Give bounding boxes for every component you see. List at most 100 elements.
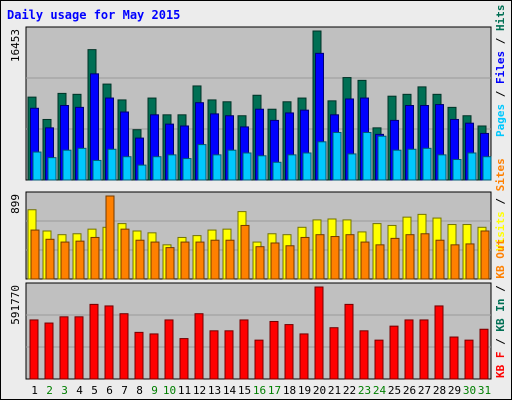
bar-pages-day-1: [32, 151, 42, 181]
bar-kbf-day-26: [404, 319, 414, 380]
ymax-label-kb: 591770: [9, 285, 22, 325]
bar-sites-day-30: [465, 243, 475, 280]
bar-sites-day-18: [285, 245, 295, 280]
bar-kbf-day-20: [314, 286, 324, 380]
bar-kbf-day-16: [254, 339, 264, 380]
bar-sites-day-17: [270, 242, 280, 280]
bar-sites-day-23: [360, 241, 370, 280]
bar-sites-day-10: [165, 247, 175, 280]
x-tick-label: 7: [121, 384, 128, 397]
bar-sites-day-12: [195, 241, 205, 280]
bar-kbf-day-27: [419, 319, 429, 380]
x-tick-label: 12: [193, 384, 206, 397]
bar-kbf-day-19: [299, 333, 309, 380]
x-tick-label: 13: [208, 384, 221, 397]
bar-pages-day-7: [122, 156, 132, 181]
legend-separator: /: [494, 279, 507, 299]
bar-kbf-day-12: [194, 313, 204, 380]
bar-kbf-day-7: [119, 313, 129, 380]
bar-sites-day-31: [480, 230, 490, 280]
bar-kbf-day-13: [209, 330, 219, 380]
x-tick-label: 18: [283, 384, 296, 397]
ymax-label-visits: 899: [9, 194, 22, 214]
bar-kbf-day-8: [134, 331, 144, 380]
bar-kbf-day-1: [29, 319, 39, 380]
legend-top: Pages / Files / Hits: [494, 5, 507, 138]
bar-sites-day-9: [150, 241, 160, 280]
bar-sites-day-6: [105, 195, 115, 280]
bar-sites-day-2: [45, 238, 55, 280]
bar-pages-day-29: [452, 159, 462, 181]
x-tick-label: 1: [31, 384, 38, 397]
bar-kbf-day-25: [389, 325, 399, 380]
bar-pages-day-26: [407, 148, 417, 181]
bar-pages-day-21: [332, 132, 342, 181]
legend-entry-hits: Hits: [494, 5, 507, 32]
legend-entry-kb-f: KB F: [494, 352, 507, 379]
x-tick-label: 6: [106, 384, 113, 397]
bar-kbf-day-4: [74, 316, 84, 380]
bar-sites-day-19: [300, 236, 310, 280]
bar-sites-day-7: [120, 228, 130, 280]
bar-kbf-day-22: [344, 303, 354, 380]
bar-sites-day-1: [30, 229, 40, 280]
bar-sites-day-4: [75, 240, 85, 280]
bar-sites-day-26: [405, 234, 415, 280]
bar-pages-day-27: [422, 147, 432, 181]
x-tick-label: 24: [373, 384, 387, 397]
bar-pages-day-9: [152, 156, 162, 181]
bar-sites-day-29: [450, 244, 460, 280]
bar-sites-day-21: [330, 236, 340, 280]
legend-entry-pages: Pages: [494, 104, 507, 137]
bar-kbf-day-15: [239, 319, 249, 380]
bar-sites-day-13: [210, 239, 220, 280]
bar-kbf-day-17: [269, 320, 279, 380]
bar-sites-day-20: [315, 234, 325, 280]
bar-sites-day-25: [390, 237, 400, 280]
x-tick-label: 3: [61, 384, 68, 397]
bar-pages-day-10: [167, 154, 177, 181]
bar-pages-day-16: [257, 155, 267, 181]
bar-sites-day-24: [375, 244, 385, 280]
bar-sites-day-16: [255, 246, 265, 280]
bar-pages-day-18: [287, 154, 297, 181]
chart-title: Daily usage for May 2015: [7, 8, 181, 22]
bar-kbf-day-3: [59, 316, 69, 380]
bar-sites-day-27: [420, 233, 430, 280]
bar-sites-day-5: [90, 236, 100, 280]
bar-sites-day-11: [180, 241, 190, 280]
bar-sites-day-8: [135, 239, 145, 280]
bar-kbf-day-10: [164, 319, 174, 380]
bar-kbf-day-18: [284, 324, 294, 380]
x-tick-label: 8: [136, 384, 143, 397]
x-tick-label: 4: [76, 384, 83, 397]
legend-entry-sites: Sites: [494, 158, 507, 191]
bar-kbf-day-21: [329, 327, 339, 380]
bar-kbf-day-24: [374, 339, 384, 380]
legend-entry-kb-in: KB In: [494, 299, 507, 332]
bar-sites-day-14: [225, 239, 235, 280]
bar-pages-day-8: [137, 164, 147, 181]
legend-separator: /: [494, 332, 507, 352]
bar-pages-day-23: [362, 132, 372, 181]
bar-pages-day-30: [467, 152, 477, 181]
x-tick-label: 25: [388, 384, 401, 397]
x-tick-label: 21: [328, 384, 341, 397]
x-tick-label: 28: [433, 384, 446, 397]
bar-pages-day-15: [242, 152, 252, 181]
x-tick-label: 20: [313, 384, 326, 397]
legend-entry-kb-out: KB Out: [494, 239, 507, 279]
x-tick-label: 23: [358, 384, 371, 397]
bar-pages-day-2: [47, 157, 57, 181]
ymax-label-hits: 16453: [9, 29, 22, 62]
bar-pages-day-14: [227, 149, 237, 181]
bar-kbf-day-31: [479, 328, 489, 380]
bar-sites-day-15: [240, 224, 250, 280]
bar-kbf-day-5: [89, 303, 99, 380]
bar-pages-day-17: [272, 161, 282, 181]
x-tick-label: 31: [478, 384, 491, 397]
legend-bottom: KB F / KB In / KB Out: [494, 239, 507, 378]
x-tick-label: 29: [448, 384, 461, 397]
legend-entry-files: Files: [494, 51, 507, 84]
